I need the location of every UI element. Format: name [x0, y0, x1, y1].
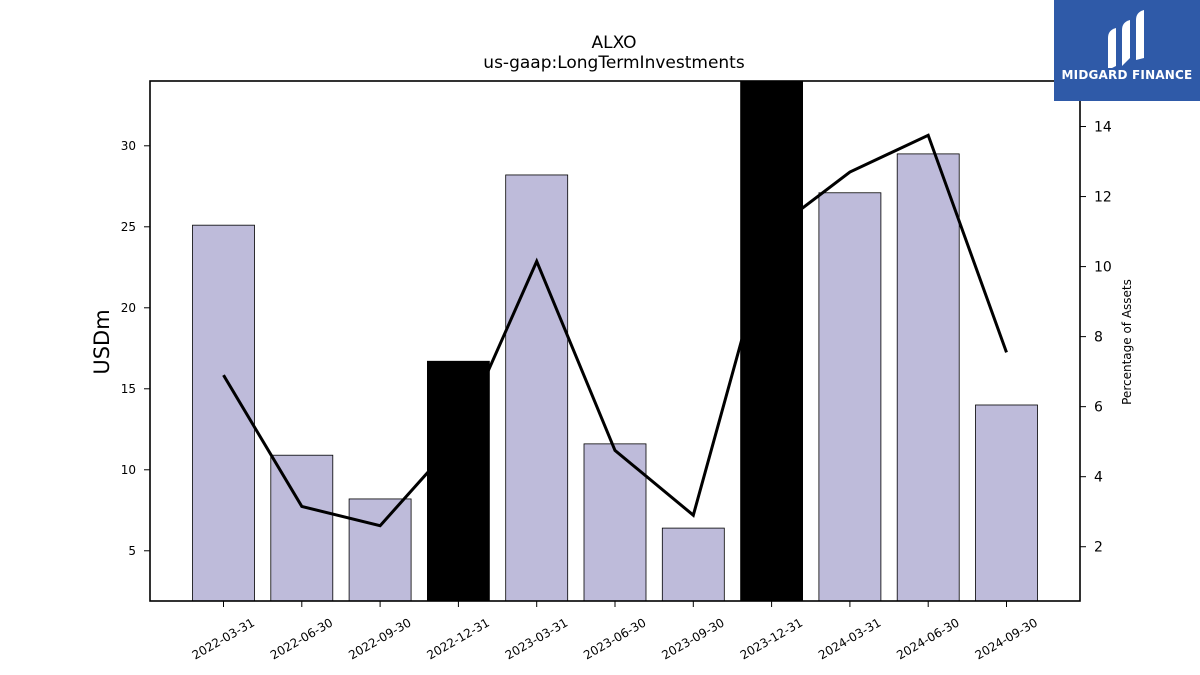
bar [192, 224, 255, 602]
bar [740, 80, 803, 602]
x-tick-label: 2023-12-31 [738, 615, 805, 662]
x-tick-label: 2022-09-30 [346, 615, 413, 662]
x-tick-label: 2023-03-31 [503, 615, 570, 662]
bar [661, 527, 725, 602]
y-tick-label: 5 [128, 544, 136, 558]
x-tick-label: 2024-09-30 [973, 615, 1040, 662]
y2-tick-label: 6 [1094, 400, 1103, 416]
y2-tick-label: 10 [1094, 260, 1112, 276]
y2-tick-label: 8 [1094, 330, 1103, 346]
x-tick-label: 2023-09-30 [659, 615, 726, 662]
x-tick-label: 2023-06-30 [581, 615, 648, 662]
y-tick-label: 15 [121, 382, 136, 396]
bar [818, 192, 882, 602]
midgard-finance-logo: MIDGARD FINANCE [1054, 0, 1200, 101]
bar [270, 454, 334, 602]
bar [505, 174, 569, 602]
bar [348, 498, 412, 602]
x-tick-label: 2024-06-30 [894, 615, 961, 662]
percentage-line [222, 133, 1008, 528]
x-tick-label: 2022-12-31 [424, 615, 491, 662]
logo-mark-icon [1108, 10, 1144, 68]
y2-tick-label: 14 [1094, 120, 1112, 136]
y2-tick-label: 12 [1094, 190, 1112, 206]
y2-tick-label: 2 [1094, 540, 1103, 556]
chart-subtitle: us-gaap:LongTermInvestments [483, 53, 745, 73]
y-tick-label: 10 [121, 463, 136, 477]
x-tick-label: 2022-03-31 [190, 615, 257, 662]
percentage-line-group [222, 133, 1008, 528]
bar [896, 153, 960, 602]
y2-axis-label: Percentage of Assets [1120, 279, 1134, 405]
bar-group [192, 80, 1038, 602]
y2-tick-label: 4 [1094, 470, 1103, 486]
chart-title: ALXO [591, 33, 636, 53]
y-tick-label: 25 [121, 220, 136, 234]
x-tick-label: 2024-03-31 [816, 615, 883, 662]
x-tick-label: 2022-06-30 [268, 615, 335, 662]
y-tick-label: 20 [121, 301, 136, 315]
y-axis-label: USDm [90, 309, 114, 374]
bar [975, 404, 1038, 602]
bar [583, 443, 647, 602]
logo-text: MIDGARD FINANCE [1061, 68, 1193, 82]
bar [426, 360, 490, 602]
y-tick-label: 30 [121, 139, 136, 153]
